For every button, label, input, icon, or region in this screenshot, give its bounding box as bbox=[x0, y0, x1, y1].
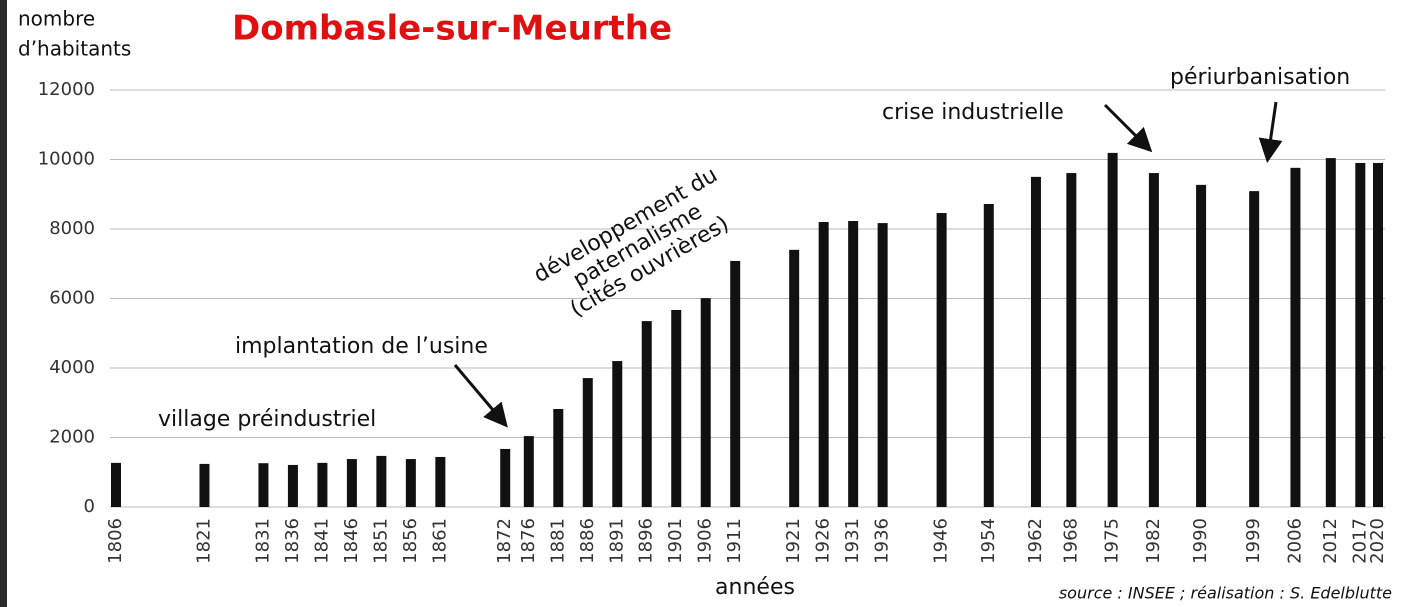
bar bbox=[553, 409, 564, 507]
x-tick-label: 1881 bbox=[547, 518, 568, 564]
x-tick-label: 1851 bbox=[370, 518, 391, 564]
source: source : INSEE ; réalisation : S. Edelbl… bbox=[1059, 584, 1392, 603]
x-tick-label: 1861 bbox=[429, 518, 450, 564]
x-tick-label: 1872 bbox=[494, 518, 515, 564]
x-tick-label: 1946 bbox=[931, 518, 952, 564]
bar bbox=[287, 464, 298, 507]
x-tick-label: 1962 bbox=[1025, 518, 1046, 564]
bar bbox=[199, 463, 210, 507]
y-tick-label: 0 bbox=[84, 496, 95, 517]
bar bbox=[1249, 191, 1260, 507]
bar bbox=[1030, 176, 1041, 507]
bar bbox=[523, 436, 534, 507]
x-tick-label: 1975 bbox=[1102, 518, 1123, 564]
bar bbox=[700, 298, 711, 507]
arrow bbox=[453, 364, 508, 428]
annotation: village préindustriel bbox=[158, 407, 376, 432]
x-tick-label: 1821 bbox=[193, 518, 214, 564]
y-tick-label: 12000 bbox=[38, 79, 95, 100]
x-tick-label: 1999 bbox=[1243, 518, 1264, 564]
chart-title: Dombasle-sur-Meurthe bbox=[232, 9, 672, 49]
x-tick-label: 1896 bbox=[636, 518, 657, 564]
bar bbox=[936, 213, 947, 507]
x-tick-label: 2012 bbox=[1320, 518, 1341, 564]
bar bbox=[1373, 162, 1383, 507]
x-tick-label: 1931 bbox=[842, 518, 863, 564]
x-tick-label: 1886 bbox=[577, 518, 598, 564]
x-tick-label: 1936 bbox=[872, 518, 893, 564]
x-tick-label: 1926 bbox=[813, 518, 834, 564]
x-tick-label: 2006 bbox=[1284, 518, 1305, 564]
annotation: crise industrielle bbox=[882, 100, 1064, 125]
y-tick-label: 4000 bbox=[49, 357, 95, 378]
x-tick-label: 1846 bbox=[341, 518, 362, 564]
x-tick-label: 1876 bbox=[518, 518, 539, 564]
bar bbox=[612, 361, 623, 507]
y-tick-label: 8000 bbox=[49, 218, 95, 239]
bar bbox=[346, 459, 357, 507]
bar bbox=[1066, 173, 1077, 508]
bar bbox=[1325, 158, 1336, 508]
annotation-group: développement du paternalisme (cités ouv… bbox=[530, 163, 734, 323]
bar bbox=[1355, 162, 1366, 507]
bar bbox=[1196, 184, 1207, 507]
x-tick-label: 2017 bbox=[1349, 518, 1370, 564]
x-tick-label: 1841 bbox=[311, 518, 332, 564]
x-tick-label: 1906 bbox=[695, 518, 716, 564]
y-axis-label: d’habitants bbox=[18, 37, 131, 61]
y-axis-label: nombre bbox=[18, 7, 95, 31]
x-tick-label: 1901 bbox=[665, 518, 686, 564]
bar bbox=[848, 221, 859, 507]
arrow bbox=[1103, 103, 1153, 153]
bar bbox=[258, 463, 269, 507]
arrow bbox=[1258, 101, 1283, 163]
x-axis-label: années bbox=[715, 575, 795, 600]
bar bbox=[877, 223, 888, 507]
bar bbox=[641, 321, 652, 507]
left-border bbox=[0, 0, 7, 607]
x-tick-label: 1954 bbox=[978, 518, 999, 564]
x-tick-label: 1831 bbox=[252, 518, 273, 564]
x-tick-label: 1806 bbox=[105, 518, 126, 564]
x-tick-label: 1911 bbox=[724, 518, 745, 564]
y-tick-label: 2000 bbox=[49, 427, 95, 448]
annotation: périurbanisation bbox=[1170, 65, 1350, 90]
y-tick-label: 6000 bbox=[49, 288, 95, 309]
bar bbox=[1107, 152, 1118, 507]
bar bbox=[582, 378, 593, 507]
x-tick-label: 1968 bbox=[1060, 518, 1081, 564]
x-tick-label: 2020 bbox=[1367, 518, 1388, 564]
bar bbox=[376, 455, 387, 507]
bar bbox=[1290, 167, 1301, 507]
x-tick-label: 1921 bbox=[783, 518, 804, 564]
bar bbox=[500, 448, 511, 507]
annotation: implantation de l’usine bbox=[235, 334, 488, 359]
bar bbox=[111, 462, 121, 507]
bar bbox=[789, 249, 800, 507]
bar bbox=[405, 459, 416, 507]
bar bbox=[671, 309, 682, 507]
y-tick-label: 10000 bbox=[38, 149, 95, 170]
bar bbox=[317, 462, 328, 507]
x-tick-label: 1891 bbox=[606, 518, 627, 564]
x-tick-label: 1836 bbox=[282, 518, 303, 564]
x-tick-label: 1856 bbox=[400, 518, 421, 564]
bar bbox=[818, 222, 829, 508]
bar bbox=[435, 456, 446, 507]
bar bbox=[1148, 173, 1159, 508]
x-tick-label: 1982 bbox=[1143, 518, 1164, 564]
bar bbox=[983, 203, 994, 508]
x-tick-label: 1990 bbox=[1190, 518, 1211, 564]
bar bbox=[730, 260, 741, 507]
